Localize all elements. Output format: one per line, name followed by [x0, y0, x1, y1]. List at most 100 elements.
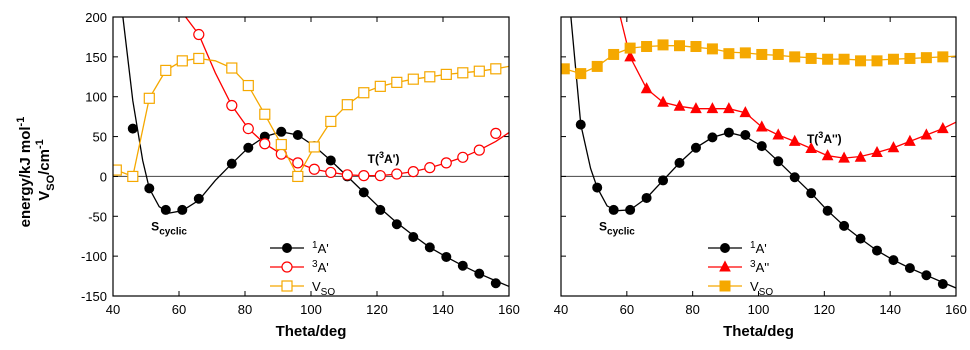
chart-panel-left: 40 60 80 100 120 140 160 -150 -100 -50 0 50 100 150 20…: [81, 10, 520, 340]
data-point: [325, 115, 337, 128]
data-point: [160, 204, 171, 215]
x-tick-label: 100: [748, 302, 770, 317]
data-point: [441, 251, 452, 262]
data-point: [144, 183, 155, 194]
data-point: [242, 123, 254, 135]
data-point: [657, 39, 669, 51]
data-point: [358, 170, 370, 182]
x-tick-label: 120: [366, 302, 388, 317]
data-point: [690, 142, 701, 153]
data-point: [855, 233, 866, 244]
y-tick-label: -50: [88, 209, 107, 224]
data-point: [407, 166, 419, 178]
legend-label: 3A': [312, 259, 329, 275]
ylabel-vso-v: V: [36, 191, 53, 201]
data-point: [937, 51, 949, 63]
data-point: [243, 142, 254, 153]
data-point: [177, 204, 188, 215]
data-point: [872, 245, 882, 256]
annotation: Scyclic: [599, 220, 635, 238]
y-tick-label: 50: [93, 130, 107, 145]
data-point: [805, 141, 817, 154]
data-point: [756, 48, 768, 60]
data-point: [292, 170, 304, 183]
data-point: [424, 71, 436, 83]
data-point: [490, 63, 502, 75]
data-point: [821, 149, 834, 161]
data-point: [723, 102, 735, 114]
data-point: [259, 108, 271, 120]
legend-marker: [281, 280, 293, 292]
data-point: [772, 48, 784, 60]
series-1: [619, 17, 956, 163]
data-point: [575, 68, 587, 80]
data-point: [308, 141, 320, 153]
annotation: T(3A''): [807, 130, 842, 146]
data-point: [113, 164, 122, 176]
ylabel-energy-text: energy/kJ mol: [17, 126, 34, 227]
legend-marker: [282, 243, 292, 253]
data-point: [624, 50, 636, 62]
data-point: [375, 204, 386, 215]
legend-marker: [281, 261, 293, 273]
data-point: [226, 158, 237, 169]
ylabel-energy-sup: -1: [15, 117, 27, 127]
data-point: [341, 99, 353, 111]
data-point: [473, 144, 485, 156]
series-line: [619, 17, 956, 159]
x-tick-label: 60: [172, 302, 186, 317]
legend: 1A' 3A' VSO: [270, 240, 335, 298]
series-2: [561, 39, 956, 80]
data-point: [473, 65, 485, 77]
data-point: [608, 204, 619, 215]
data-point: [608, 48, 620, 60]
y-tick-label: -100: [81, 249, 107, 264]
data-point: [822, 53, 834, 65]
data-point: [457, 260, 468, 271]
data-point: [706, 102, 719, 114]
data-point: [690, 40, 702, 52]
data-point: [424, 242, 435, 253]
x-tick-label: 160: [945, 302, 967, 317]
data-point: [358, 187, 369, 198]
data-point: [592, 182, 603, 193]
data-point: [292, 157, 304, 169]
data-point: [806, 188, 817, 199]
data-point: [193, 52, 205, 65]
data-point: [275, 138, 287, 151]
data-point: [887, 53, 899, 65]
data-point: [358, 87, 370, 99]
data-point: [723, 48, 735, 60]
annotation: Scyclic: [151, 220, 187, 238]
data-point: [871, 145, 883, 158]
data-point: [937, 279, 948, 290]
data-point: [904, 263, 915, 274]
series-line: [122, 17, 509, 287]
ylabel-vso-unit: /cm: [36, 149, 53, 175]
data-point: [788, 134, 801, 146]
x-tick-label: 120: [813, 302, 835, 317]
data-point: [854, 150, 867, 162]
data-point: [193, 28, 205, 41]
data-point: [658, 175, 669, 186]
x-tick-label: 40: [106, 302, 120, 317]
x-tick-label: 80: [685, 302, 699, 317]
data-point: [625, 204, 636, 215]
y-tick-label: -150: [81, 289, 107, 304]
data-point: [127, 170, 139, 183]
chart-panel-right: 40 60 80 100 120 140 160 Theta/deg Scyclic T(3A''…: [554, 16, 967, 340]
y-tick-label: 200: [85, 10, 107, 25]
x-axis-title: Theta/deg: [723, 323, 794, 340]
y-axis-label-energy: energy/kJ mol-1: [15, 117, 34, 228]
legend-label: VSO: [750, 279, 773, 298]
data-point: [308, 163, 320, 175]
y-tick-label: 150: [85, 50, 107, 65]
data-point: [822, 205, 833, 216]
data-point: [772, 128, 785, 140]
series-0: [570, 17, 956, 290]
data-point: [673, 99, 686, 111]
data-point: [325, 155, 336, 166]
data-point: [127, 123, 138, 134]
data-point: [674, 157, 685, 168]
data-point: [789, 51, 801, 63]
